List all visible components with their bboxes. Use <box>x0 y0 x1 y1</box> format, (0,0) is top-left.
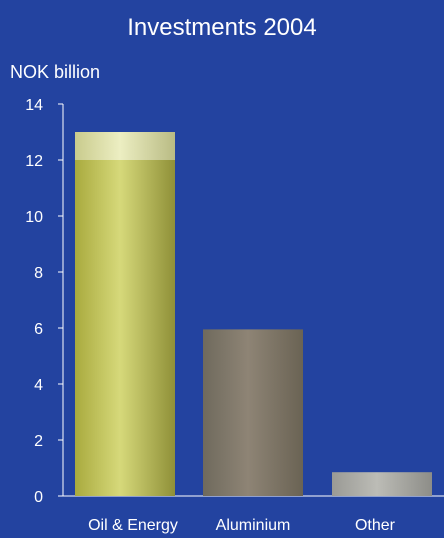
bar-other <box>332 472 432 496</box>
y-tick-label: 2 <box>34 433 43 450</box>
y-tick-label: 10 <box>25 209 43 226</box>
y-tick-label: 0 <box>34 489 43 506</box>
y-tick-label: 8 <box>34 265 43 282</box>
x-category-label: Other <box>355 517 396 534</box>
bars <box>75 132 432 496</box>
chart-title: Investments 2004 <box>127 14 317 41</box>
bar-highlight-segment <box>75 132 175 160</box>
y-axis-unit-label: NOK billion <box>10 62 101 82</box>
y-tick-label: 4 <box>34 377 43 394</box>
y-tick-label: 12 <box>25 153 43 170</box>
y-tick-label: 14 <box>25 97 43 114</box>
x-category-label: Oil & Energy <box>88 517 178 534</box>
x-category-label: Aluminium <box>216 517 291 534</box>
labels: 0 2 4 6 8 10 12 14 Oil & Energy Aluminium Other <box>25 97 395 534</box>
bar-oil-energy <box>75 132 175 496</box>
y-tick-label: 6 <box>34 321 43 338</box>
bar-aluminium <box>203 329 303 496</box>
